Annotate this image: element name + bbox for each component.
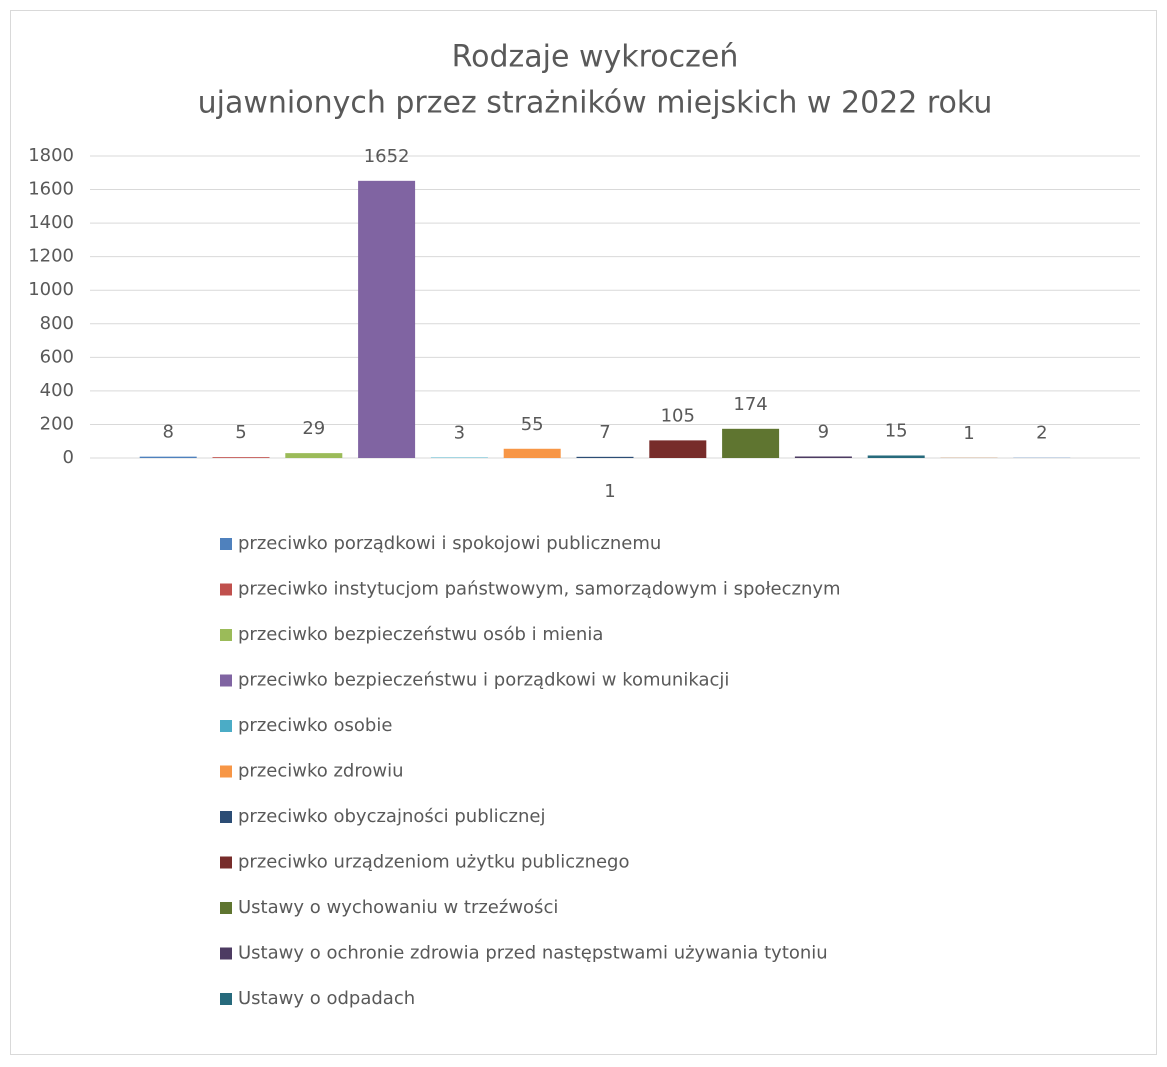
legend-label: Ustawy o ochronie zdrowia przed następst… [238, 943, 828, 964]
y-tick-label: 400 [40, 380, 74, 401]
bar [868, 455, 925, 458]
data-label: 1 [963, 423, 974, 444]
legend-swatch [220, 948, 232, 960]
data-label: 7 [599, 422, 610, 443]
legend-swatch [220, 538, 232, 550]
legend-label: przeciwko bezpieczeństwu osób i mienia [238, 624, 603, 645]
legend-swatch [220, 902, 232, 914]
data-label: 174 [733, 394, 767, 415]
bar [577, 457, 634, 458]
legend-label: przeciwko instytucjom państwowym, samorz… [238, 579, 841, 600]
y-tick-label: 0 [63, 447, 74, 468]
legend-label: przeciwko urządzeniom użytku publicznego [238, 852, 630, 873]
legend-label: Ustawy o odpadach [238, 988, 415, 1009]
y-tick-label: 800 [40, 313, 74, 334]
legend-label: przeciwko obyczajności publicznej [238, 806, 545, 827]
bar [213, 457, 270, 458]
y-tick-label: 600 [40, 346, 74, 367]
legend-label: przeciwko bezpieczeństwu i porządkowi w … [238, 670, 729, 691]
bar [649, 440, 706, 458]
y-tick-label: 1000 [28, 279, 74, 300]
data-label: 1652 [364, 146, 410, 167]
data-label: 5 [235, 422, 246, 443]
legend-label: przeciwko zdrowiu [238, 761, 404, 782]
y-tick-label: 1800 [28, 145, 74, 166]
legend-swatch [220, 993, 232, 1005]
bar [140, 457, 197, 458]
legend-swatch [220, 720, 232, 732]
data-label: 9 [818, 421, 829, 442]
y-tick-label: 1600 [28, 179, 74, 200]
y-tick-label: 1200 [28, 246, 74, 267]
bar [431, 457, 488, 458]
legend-swatch [220, 584, 232, 596]
legend-swatch [220, 811, 232, 823]
legend-label: przeciwko osobie [238, 715, 392, 736]
bar [358, 181, 415, 458]
data-label: 55 [521, 414, 544, 435]
chart-title: ujawnionych przez strażników miejskich w… [198, 86, 993, 121]
bar [504, 449, 561, 458]
legend-label: Ustawy o wychowaniu w trzeźwości [238, 897, 558, 918]
data-label: 105 [661, 405, 695, 426]
legend-swatch [220, 675, 232, 687]
bar [795, 456, 852, 458]
legend-swatch [220, 766, 232, 778]
legend-label: przeciwko porządkowi i spokojowi publicz… [238, 533, 661, 554]
data-label: 3 [454, 422, 465, 443]
legend-swatch [220, 629, 232, 641]
data-label: 29 [302, 418, 325, 439]
legend-swatch [220, 857, 232, 869]
bar [285, 453, 342, 458]
y-tick-label: 1400 [28, 212, 74, 233]
data-label: 8 [162, 422, 173, 443]
chart-title: Rodzaje wykroczeń [452, 40, 739, 75]
bar [722, 429, 779, 458]
x-tick-label: 1 [604, 481, 615, 502]
y-tick-label: 200 [40, 413, 74, 434]
data-label: 2 [1036, 423, 1047, 444]
data-label: 15 [885, 420, 908, 441]
